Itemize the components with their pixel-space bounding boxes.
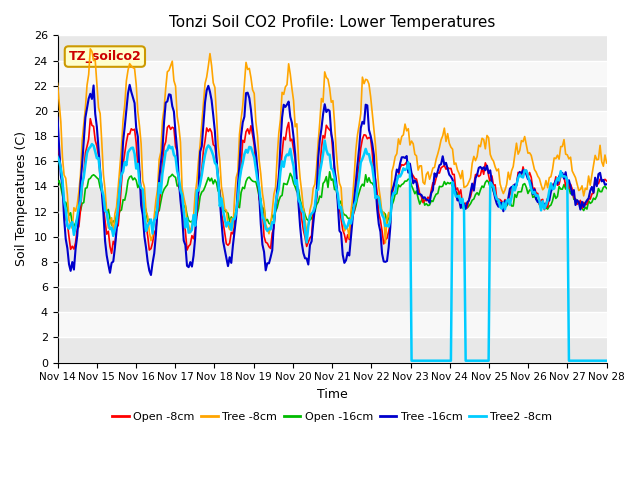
Line: Tree2 -8cm: Tree2 -8cm [58,141,607,360]
Open -16cm [54,180,61,185]
Open -16cm [60,200,68,206]
Line: Open -8cm: Open -8cm [58,119,607,253]
Tree -8cm [513,140,520,146]
Text: TZ_soilco2: TZ_soilco2 [68,50,141,63]
Bar [58,186,607,212]
Bar [58,36,607,60]
Tree -16cm [603,181,611,187]
Tree -16cm [147,272,155,278]
Bar [58,262,607,287]
Tree -8cm [86,46,94,52]
Tree2 -8cm [603,358,611,363]
Bar [58,111,607,136]
Open -16cm [220,208,227,214]
Bar [58,212,607,237]
Y-axis label: Soil Temperatures (C): Soil Temperatures (C) [15,132,28,266]
Bar [58,60,607,86]
Line: Open -16cm: Open -16cm [58,172,607,226]
Tree2 -8cm [218,195,225,201]
Tree2 -8cm [175,175,182,180]
Tree2 -8cm [60,198,68,204]
Legend: Open -8cm, Tree -8cm, Open -16cm, Tree -16cm, Tree2 -8cm: Open -8cm, Tree -8cm, Open -16cm, Tree -… [108,408,557,426]
Tree -8cm [177,139,184,145]
Tree -8cm [364,77,371,83]
Tree -16cm [54,115,61,120]
Tree -16cm [60,215,68,221]
Open -8cm [60,201,68,207]
Tree2 -8cm [54,154,61,160]
Bar [58,312,607,337]
Line: Tree -16cm: Tree -16cm [58,85,607,275]
Tree -8cm [60,172,68,178]
Bar [58,161,607,186]
Tree2 -8cm [506,202,514,207]
Open -16cm [177,191,184,197]
Tree -16cm [126,82,134,88]
Open -8cm [86,116,94,121]
Open -16cm [326,169,333,175]
Open -16cm [365,175,372,180]
Open -8cm [54,136,61,142]
Tree2 -8cm [364,151,371,157]
Tree -16cm [221,247,228,252]
Bar [58,86,607,111]
Tree2 -8cm [321,138,328,144]
Tree -16cm [179,213,186,219]
Bar [58,237,607,262]
Open -16cm [513,194,520,200]
Tree -16cm [513,182,520,188]
Open -8cm [365,134,372,140]
Open -8cm [506,192,514,198]
Tree -16cm [365,127,372,133]
Title: Tonzi Soil CO2 Profile: Lower Temperatures: Tonzi Soil CO2 Profile: Lower Temperatur… [169,15,495,30]
Tree -16cm [506,186,514,192]
Open -16cm [506,199,514,205]
Bar [58,287,607,312]
Tree -8cm [603,160,611,166]
Tree -8cm [220,193,227,199]
Open -8cm [108,251,115,256]
Open -8cm [221,230,228,236]
Bar [58,337,607,362]
Open -8cm [603,178,611,184]
Tree -8cm [54,81,61,86]
Tree -8cm [506,177,514,182]
X-axis label: Time: Time [317,388,348,401]
Tree2 -8cm [408,358,415,363]
Open -16cm [70,223,77,229]
Tree2 -8cm [513,182,520,188]
Bar [58,136,607,161]
Open -8cm [179,202,186,208]
Line: Tree -8cm: Tree -8cm [58,49,607,243]
Open -8cm [513,183,520,189]
Open -16cm [603,186,611,192]
Tree -8cm [381,240,389,246]
